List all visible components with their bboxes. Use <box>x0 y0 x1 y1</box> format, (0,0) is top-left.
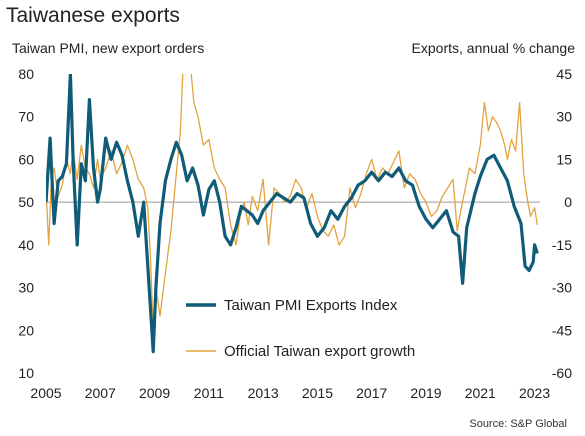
left-axis-title: Taiwan PMI, new export orders <box>12 40 205 56</box>
right-tick-label: -15 <box>552 237 572 253</box>
right-tick-label: 45 <box>556 66 572 82</box>
x-tick-label: 2007 <box>85 385 116 401</box>
x-tick-label: 2013 <box>248 385 279 401</box>
left-tick-label: 50 <box>18 194 34 210</box>
x-tick-label: 2019 <box>410 385 441 401</box>
legend-label-exports: Official Taiwan export growth <box>224 343 415 360</box>
x-tick-label: 2017 <box>356 385 387 401</box>
left-tick-label: 40 <box>18 237 34 253</box>
series-line-pmi <box>46 74 539 354</box>
source-note: Source: S&P Global <box>469 418 567 430</box>
x-tick-label: 2023 <box>519 385 550 401</box>
left-tick-label: 10 <box>18 365 34 381</box>
left-tick-label: 80 <box>18 66 34 82</box>
left-tick-label: 30 <box>18 280 34 296</box>
x-tick-label: 2005 <box>30 385 61 401</box>
right-tick-label: -30 <box>552 280 572 296</box>
right-tick-label: 0 <box>564 194 572 210</box>
right-tick-label: -45 <box>552 322 572 338</box>
left-tick-label: 20 <box>18 322 34 338</box>
right-tick-label: 30 <box>556 109 572 125</box>
right-tick-label: -60 <box>552 365 572 381</box>
chart-title: Taiwanese exports <box>6 4 180 27</box>
series-line-exports <box>46 74 538 331</box>
right-axis-title: Exports, annual % change <box>411 40 575 56</box>
x-tick-label: 2009 <box>139 385 170 401</box>
left-tick-label: 70 <box>18 109 34 125</box>
x-tick-label: 2015 <box>302 385 333 401</box>
left-tick-label: 60 <box>18 151 34 167</box>
x-tick-label: 2021 <box>465 385 496 401</box>
x-tick-label: 2011 <box>194 385 224 401</box>
legend-label-pmi: Taiwan PMI Exports Index <box>224 297 398 314</box>
right-tick-label: 15 <box>556 151 572 167</box>
